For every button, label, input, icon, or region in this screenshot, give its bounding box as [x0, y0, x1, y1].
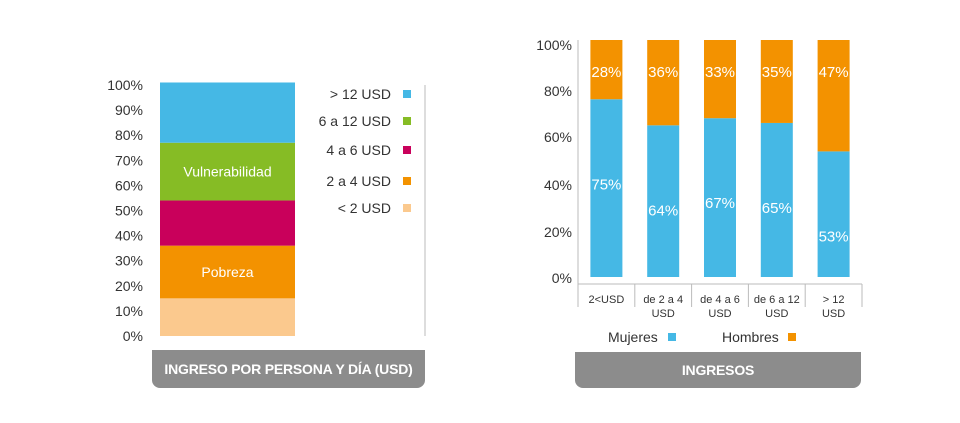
right-bar-mujeres-de-6-a-12-usd	[760, 122, 793, 277]
right-data-label-hombres-12-usd: 47%	[819, 64, 849, 81]
right-x-tick-de-2-a-4-usd-line2: USD	[652, 308, 675, 320]
left-y-tick-30: 30%	[115, 253, 143, 269]
right-data-label-mujeres-de-6-a-12-usd: 65%	[762, 200, 792, 217]
right-legend-swatch-hombres	[788, 333, 796, 341]
right-data-label-hombres-de-4-a-6-usd: 33%	[705, 64, 735, 81]
right-x-tick-de-2-a-4-usd-line1: de 2 a 4	[643, 294, 683, 306]
left-legend-label-4-a-6-usd: 4 a 6 USD	[326, 142, 391, 158]
left-legend-label-2-a-4-usd: 2 a 4 USD	[326, 173, 391, 189]
left-legend-label-6-a-12-usd: 6 a 12 USD	[319, 113, 391, 129]
right-data-label-hombres-2-usd: 28%	[591, 64, 621, 81]
right-bar-mujeres-de-2-a-4-usd	[647, 125, 680, 277]
left-legend-swatch-6-a-12-usd	[403, 117, 411, 125]
left-y-tick-10: 10%	[115, 303, 143, 319]
left-legend-swatch-2-usd	[403, 204, 411, 212]
right-data-label-mujeres-12-usd: 53%	[819, 228, 849, 245]
right-x-tick-12-usd-line1: > 12	[823, 294, 845, 306]
left-bar-segment-6-a-12-usd	[160, 142, 295, 201]
left-legend-label-2-usd: < 2 USD	[338, 200, 391, 216]
left-y-tick-0: 0%	[123, 328, 143, 344]
right-x-tick-2-usd-line1: 2<USD	[589, 294, 625, 306]
right-x-tick-de-4-a-6-usd-line2: USD	[708, 308, 731, 320]
left-legend-swatch-4-a-6-usd	[403, 146, 411, 154]
left-chart-caption: INGRESO POR PERSONA Y DÍA (USD)	[152, 350, 425, 388]
right-x-tick-de-6-a-12-usd-line2: USD	[765, 308, 788, 320]
left-y-tick-40: 40%	[115, 228, 143, 244]
right-bar-hombres-de-4-a-6-usd	[704, 40, 736, 119]
left-bar-segment-12-usd	[160, 82, 295, 143]
right-data-label-mujeres-de-2-a-4-usd: 64%	[648, 202, 678, 219]
right-data-label-mujeres-de-4-a-6-usd: 67%	[705, 195, 735, 212]
left-y-tick-90: 90%	[115, 102, 143, 118]
left-legend-swatch-2-a-4-usd	[403, 177, 411, 185]
right-bar-mujeres-2-usd	[590, 99, 623, 277]
right-y-tick-40: 40%	[544, 177, 572, 193]
left-y-tick-50: 50%	[115, 203, 143, 219]
left-bar-segment-2-a-4-usd	[160, 245, 295, 299]
right-y-tick-80: 80%	[544, 83, 572, 99]
right-chart-caption: INGRESOS	[575, 352, 861, 388]
right-x-tick-de-6-a-12-usd-line1: de 6 a 12	[754, 294, 800, 306]
left-y-tick-100: 100%	[107, 77, 143, 93]
right-legend-label-hombres: Hombres	[722, 329, 779, 345]
left-legend-swatch-12-usd	[403, 90, 411, 98]
right-bar-mujeres-12-usd	[817, 151, 850, 277]
left-y-tick-60: 60%	[115, 177, 143, 193]
right-bar-hombres-12-usd	[817, 40, 850, 152]
right-legend-swatch-mujeres	[668, 333, 676, 341]
right-y-tick-0: 0%	[552, 270, 572, 286]
left-y-tick-20: 20%	[115, 278, 143, 294]
right-x-tick-12-usd-line2: USD	[822, 308, 845, 320]
right-x-tick-de-4-a-6-usd-line1: de 4 a 6	[700, 294, 740, 306]
right-legend-label-mujeres: Mujeres	[608, 329, 658, 345]
left-y-tick-80: 80%	[115, 127, 143, 143]
right-bar-hombres-de-6-a-12-usd	[760, 40, 793, 123]
left-bar-segment-4-a-6-usd	[160, 200, 295, 246]
left-legend-label-12-usd: > 12 USD	[330, 86, 391, 102]
right-data-label-mujeres-2-usd: 75%	[591, 176, 621, 193]
right-y-tick-20: 20%	[544, 224, 572, 240]
left-segment-label-vulnerabilidad: Vulnerabilidad	[183, 164, 271, 180]
right-bar-hombres-de-2-a-4-usd	[647, 40, 680, 126]
right-y-tick-60: 60%	[544, 129, 572, 145]
right-data-label-hombres-de-2-a-4-usd: 36%	[648, 64, 678, 81]
left-bar-segment-2-usd	[160, 298, 295, 336]
right-bar-hombres-2-usd	[590, 40, 623, 100]
left-segment-label-pobreza: Pobreza	[201, 264, 253, 280]
left-y-tick-70: 70%	[115, 152, 143, 168]
right-bar-mujeres-de-4-a-6-usd	[704, 118, 736, 278]
right-data-label-hombres-de-6-a-12-usd: 35%	[762, 64, 792, 81]
right-y-tick-100: 100%	[536, 37, 572, 53]
